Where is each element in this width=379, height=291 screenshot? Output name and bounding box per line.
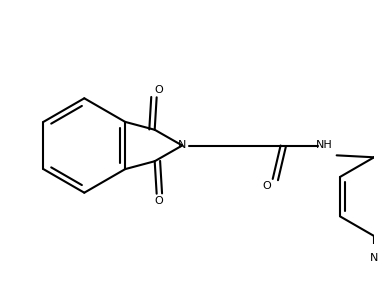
Text: NH: NH [315, 141, 332, 150]
Text: O: O [154, 196, 163, 205]
Text: N: N [370, 253, 378, 262]
Text: N: N [178, 141, 186, 150]
Text: O: O [262, 181, 271, 191]
Text: O: O [154, 86, 163, 95]
